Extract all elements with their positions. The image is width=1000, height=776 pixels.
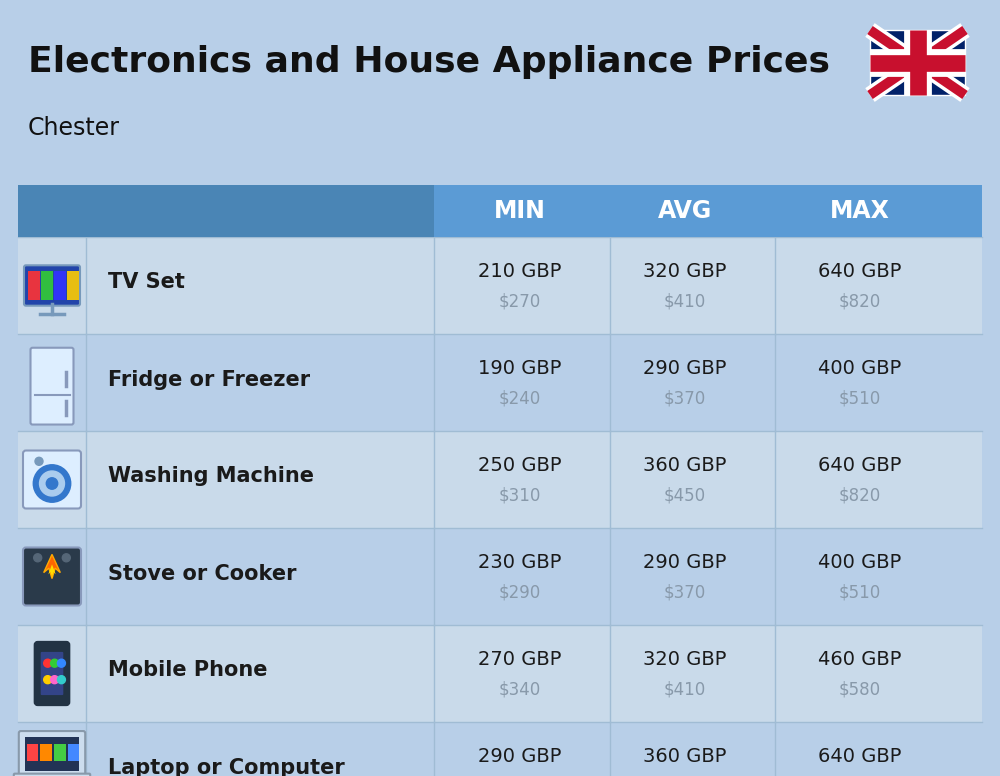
Bar [18, 722, 86, 776]
FancyBboxPatch shape [23, 548, 81, 605]
Text: $820: $820 [839, 293, 881, 310]
Text: 400 GBP: 400 GBP [818, 553, 902, 572]
Text: $410: $410 [664, 681, 706, 698]
Text: 270 GBP: 270 GBP [478, 650, 562, 669]
Circle shape [62, 554, 70, 562]
Text: $270: $270 [499, 293, 541, 310]
Circle shape [51, 659, 59, 667]
Text: 460 GBP: 460 GBP [818, 650, 902, 669]
Text: $310: $310 [499, 487, 541, 504]
FancyBboxPatch shape [35, 642, 69, 705]
Bar [18, 722, 982, 776]
Bar [28, 271, 40, 300]
Circle shape [44, 659, 52, 667]
Circle shape [44, 676, 52, 684]
Text: 210 GBP: 210 GBP [478, 262, 562, 281]
Bar [18, 528, 982, 625]
Text: TV Set: TV Set [108, 272, 185, 293]
Text: 320 GBP: 320 GBP [643, 650, 727, 669]
Circle shape [34, 554, 42, 562]
Bar [18, 334, 86, 431]
Text: $240: $240 [499, 390, 541, 407]
FancyBboxPatch shape [14, 774, 90, 776]
Bar [18, 237, 86, 334]
Text: 640 GBP: 640 GBP [818, 747, 902, 766]
Text: 360 GBP: 360 GBP [643, 747, 727, 766]
Bar [68, 743, 79, 760]
Bar [18, 237, 982, 334]
Bar [18, 334, 982, 431]
Text: 290 GBP: 290 GBP [643, 359, 727, 378]
Circle shape [57, 676, 65, 684]
Text: 360 GBP: 360 GBP [643, 456, 727, 475]
Bar [18, 625, 982, 722]
Text: Washing Machine: Washing Machine [108, 466, 314, 487]
Text: 190 GBP: 190 GBP [478, 359, 562, 378]
Text: $580: $580 [839, 681, 881, 698]
Text: Mobile Phone: Mobile Phone [108, 660, 268, 681]
Text: 400 GBP: 400 GBP [818, 359, 902, 378]
Bar [870, 30, 965, 95]
Polygon shape [44, 554, 60, 579]
Text: Laptop or Computer: Laptop or Computer [108, 757, 345, 776]
Text: 640 GBP: 640 GBP [818, 262, 902, 281]
Bar [41, 271, 53, 300]
Circle shape [57, 659, 65, 667]
Text: 230 GBP: 230 GBP [478, 553, 562, 572]
Circle shape [33, 465, 71, 502]
Text: Fridge or Freezer: Fridge or Freezer [108, 369, 310, 390]
Bar [870, 30, 965, 95]
Text: $370: $370 [664, 390, 706, 407]
Circle shape [46, 478, 58, 489]
FancyBboxPatch shape [23, 451, 81, 508]
Text: Electronics and House Appliance Prices: Electronics and House Appliance Prices [28, 45, 830, 79]
Text: $820: $820 [839, 487, 881, 504]
Text: MIN: MIN [494, 199, 546, 223]
Bar [67, 271, 79, 300]
Text: AVG: AVG [658, 199, 712, 223]
FancyBboxPatch shape [41, 652, 63, 695]
Circle shape [35, 457, 43, 466]
Text: $290: $290 [499, 584, 541, 601]
Text: $450: $450 [664, 487, 706, 504]
Bar [40, 743, 52, 760]
Polygon shape [48, 564, 56, 577]
Text: $510: $510 [839, 390, 881, 407]
Bar [18, 431, 982, 528]
FancyBboxPatch shape [24, 265, 80, 306]
Bar [18, 431, 86, 528]
Text: Stove or Cooker: Stove or Cooker [108, 563, 296, 584]
Text: 290 GBP: 290 GBP [478, 747, 562, 766]
Circle shape [51, 676, 59, 684]
Text: $410: $410 [664, 293, 706, 310]
Bar [86, 185, 434, 237]
Text: 320 GBP: 320 GBP [643, 262, 727, 281]
Text: $510: $510 [839, 584, 881, 601]
Text: 640 GBP: 640 GBP [818, 456, 902, 475]
Text: Chester: Chester [28, 116, 120, 140]
Bar [18, 528, 86, 625]
Circle shape [40, 471, 64, 496]
Text: MAX: MAX [830, 199, 890, 223]
Text: 290 GBP: 290 GBP [643, 553, 727, 572]
Bar [18, 185, 982, 237]
Bar [18, 185, 86, 237]
Text: $370: $370 [664, 584, 706, 601]
Bar [54, 271, 66, 300]
Bar [18, 625, 86, 722]
Text: 250 GBP: 250 GBP [478, 456, 562, 475]
Bar [27, 743, 38, 760]
Bar [25, 737, 79, 771]
Bar [54, 743, 66, 760]
FancyBboxPatch shape [30, 348, 74, 424]
FancyBboxPatch shape [19, 731, 85, 776]
Text: $340: $340 [499, 681, 541, 698]
